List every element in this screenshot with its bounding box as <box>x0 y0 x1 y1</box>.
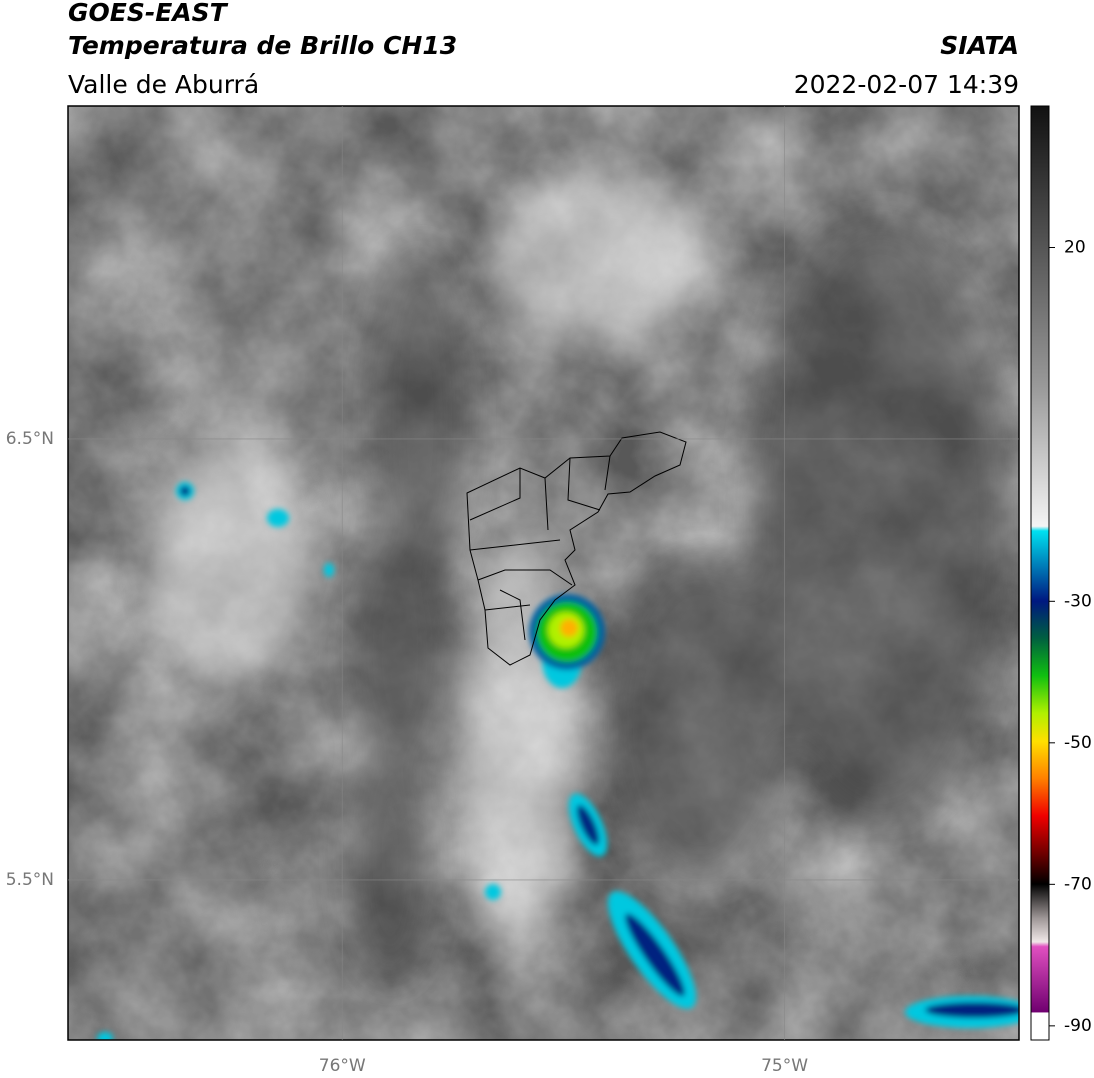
colorbar <box>1030 105 1050 1041</box>
colorbar-tick-label: -90 <box>1064 1016 1092 1036</box>
title: GOES-EAST <box>68 0 227 27</box>
subtitle: Temperatura de Brillo CH13 <box>68 31 458 60</box>
region: Valle de Aburrá <box>68 70 260 99</box>
timestamp: 2022-02-07 14:39 <box>793 70 1019 99</box>
x-tick-label: 75°W <box>761 1056 808 1076</box>
y-tick-label: 5.5°N <box>6 870 54 890</box>
municipality-outlines <box>466 431 687 666</box>
y-tick-label: 6.5°N <box>6 429 54 449</box>
source: SIATA <box>940 31 1019 60</box>
cold-clouds <box>97 482 1019 1040</box>
colorbar-tick-label: -30 <box>1064 591 1092 611</box>
map-frame <box>67 105 1020 1041</box>
colorbar-tick-label: 20 <box>1064 238 1086 258</box>
x-tick-label: 76°W <box>319 1056 366 1076</box>
colorbar-tick-label: -50 <box>1064 733 1092 753</box>
satellite-image <box>68 106 1019 1040</box>
colorbar-tick-label: -70 <box>1064 874 1092 894</box>
